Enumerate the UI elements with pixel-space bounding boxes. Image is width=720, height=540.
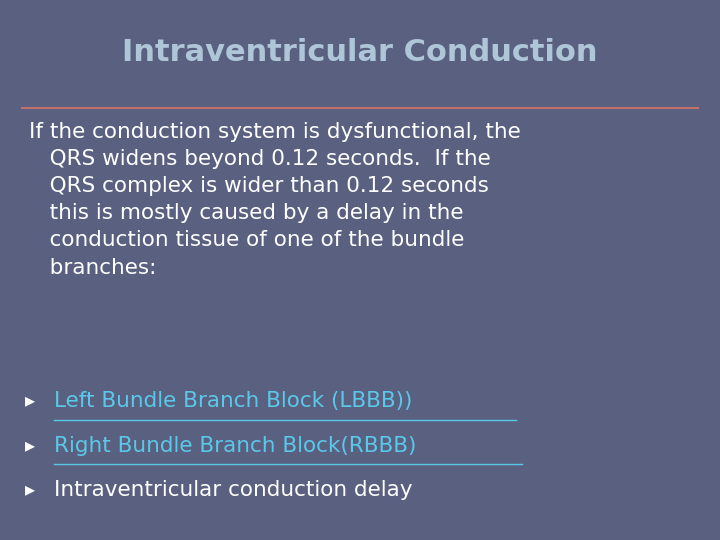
Text: ▸: ▸ [25, 480, 35, 499]
Text: If the conduction system is dysfunctional, the
   QRS widens beyond 0.12 seconds: If the conduction system is dysfunctiona… [29, 122, 521, 278]
Text: Intraventricular conduction delay: Intraventricular conduction delay [54, 480, 413, 500]
Text: Left Bundle Branch Block (LBBB)): Left Bundle Branch Block (LBBB)) [54, 392, 413, 411]
Text: Right Bundle Branch Block(RBBB): Right Bundle Branch Block(RBBB) [54, 436, 416, 456]
Text: ▸: ▸ [25, 436, 35, 455]
Text: Intraventricular Conduction: Intraventricular Conduction [122, 38, 598, 67]
Text: ▸: ▸ [25, 392, 35, 410]
